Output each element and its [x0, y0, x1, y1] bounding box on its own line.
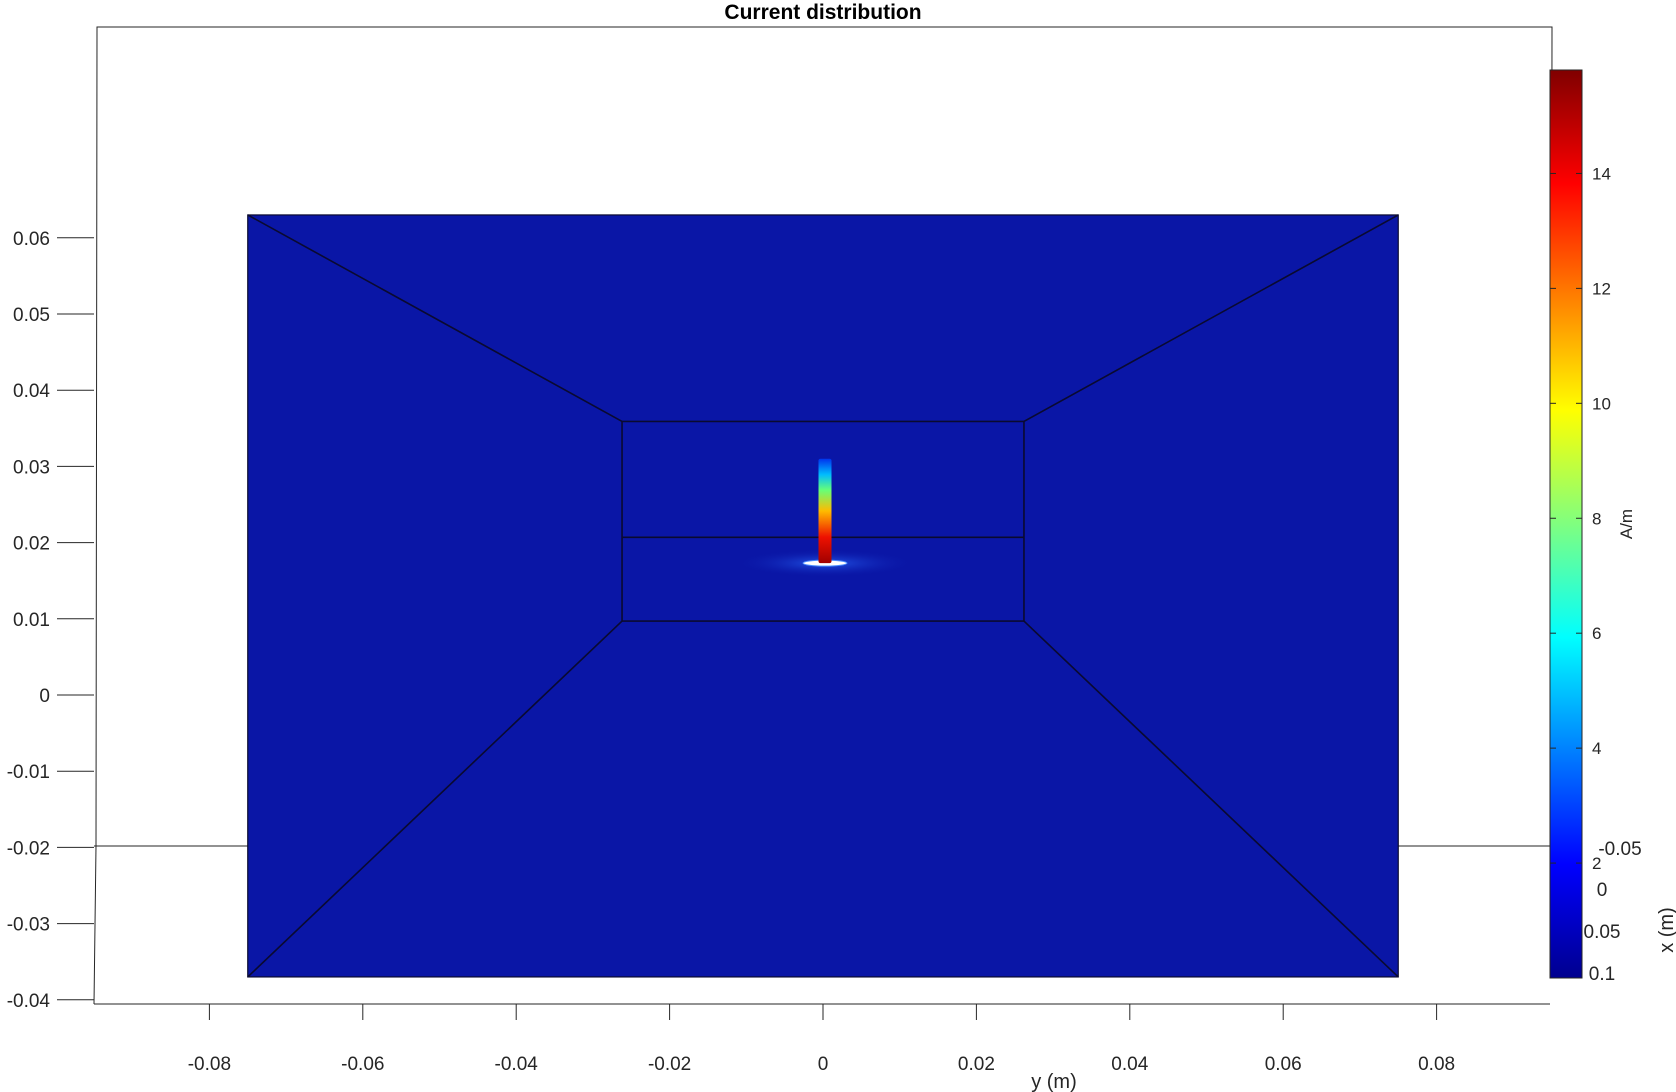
z-axis-ticks: -0.05 0 0.05 0.1: [1584, 839, 1642, 985]
y-tick-label: 0: [39, 686, 50, 707]
y-tick-label: -0.01: [7, 762, 50, 783]
x-tick-label: -0.08: [188, 1054, 231, 1075]
mesh-line-bottom-left: [247, 620, 623, 978]
x-tick-label: -0.04: [495, 1054, 539, 1075]
mesh-line-bottom-right: [1023, 620, 1399, 978]
colorbar-tick-label: 4: [1592, 739, 1601, 758]
y-tick-label: -0.03: [7, 915, 50, 936]
x-axis-ticks: -0.08 -0.06 -0.04 -0.02 0 0.02 0.04 0.06 0.08: [188, 1004, 1455, 1075]
z-tick-label: 0.05: [1584, 922, 1621, 943]
y-tick-label: 0.06: [13, 229, 50, 250]
y-tick-label: 0.01: [13, 610, 50, 631]
y-tick-label: 0.02: [13, 534, 50, 555]
ground-plane: [247, 214, 1399, 978]
z-axis-label: x (m): [1656, 907, 1676, 953]
mesh-line-top-left: [247, 214, 623, 423]
z-tick-label: 0: [1597, 880, 1608, 901]
antenna-surface: [247, 214, 1399, 978]
x-tick-label: -0.06: [341, 1054, 384, 1075]
colorbar-label: A/m: [1617, 509, 1636, 539]
x-tick-label: -0.02: [648, 1054, 691, 1075]
colorbar-ticks: 2 4 6 8 10 12 14: [1550, 164, 1611, 873]
z-tick-label: -0.05: [1598, 839, 1641, 860]
colorbar-gradient: [1549, 69, 1583, 979]
x-tick-label: 0: [818, 1054, 829, 1075]
colorbar-tick-label: 10: [1592, 394, 1611, 413]
colorbar-tick-label: 6: [1592, 624, 1601, 643]
z-tick-label: 0.1: [1589, 964, 1615, 985]
patch-outline: [621, 420, 1025, 622]
colorbar-tick-label: 2: [1592, 854, 1601, 873]
x-tick-label: 0.06: [1265, 1054, 1302, 1075]
axes-box-left-edge: [93, 845, 97, 1005]
x-tick-label: 0.08: [1418, 1054, 1455, 1075]
x-tick-label: 0.04: [1111, 1054, 1148, 1075]
y-tick-label: 0.04: [13, 381, 50, 402]
y-tick-label: -0.04: [7, 991, 51, 1012]
x-tick-label: 0.02: [958, 1054, 995, 1075]
mesh-line-top-right: [1023, 214, 1399, 423]
colorbar-tick-label: 8: [1592, 509, 1601, 528]
chart-title: Current distribution: [724, 1, 921, 24]
y-tick-label: -0.02: [7, 838, 50, 859]
colorbar-tick-label: 14: [1592, 164, 1611, 183]
feed-probe: [818, 458, 832, 564]
y-tick-label: 0.03: [13, 457, 50, 478]
y-tick-label: 0.05: [13, 305, 50, 326]
y-axis-ticks: 0.06 0.05 0.04 0.03 0.02 0.01 0 -0.01 -0.02 -0.03…: [7, 229, 94, 1012]
x-axis-label: y (m): [1031, 1071, 1077, 1092]
colorbar: 2 4 6 8 10 12 14 A/m: [1549, 69, 1636, 979]
colorbar-tick-label: 12: [1592, 279, 1611, 298]
